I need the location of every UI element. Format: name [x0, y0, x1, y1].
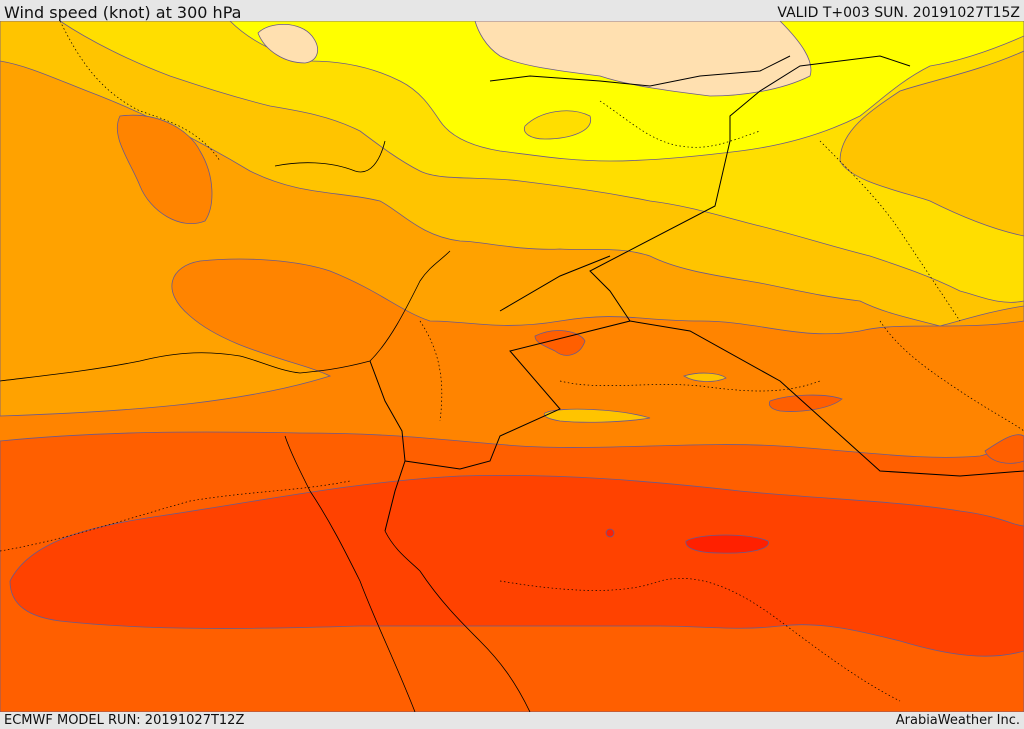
- border-line: [629, 320, 1024, 477]
- credit: ArabiaWeather Inc.: [895, 713, 1020, 728]
- band-orange-blob-west: [116, 114, 213, 224]
- coastlines: [0, 140, 531, 712]
- coastline: [274, 140, 386, 173]
- coastline: [284, 435, 416, 712]
- province-border: [419, 320, 443, 422]
- map-title: Wind speed (knot) at 300 hPa: [4, 3, 242, 22]
- band-red-dot: [605, 528, 615, 538]
- border-line: [489, 55, 791, 87]
- wind-speed-map: [0, 21, 1024, 712]
- coastline: [0, 250, 451, 382]
- map-canvas: [0, 21, 1024, 712]
- band-orange-red-patch-3: [984, 434, 1024, 464]
- band-amber-blob-2: [683, 372, 727, 382]
- coastline: [384, 530, 531, 712]
- province-border: [879, 320, 1024, 432]
- band-yellow: [229, 21, 1024, 162]
- province-border: [599, 100, 761, 148]
- border-line: [404, 55, 911, 470]
- band-gold-patch: [523, 110, 591, 140]
- valid-time: VALID T+003 SUN. 20191027T15Z: [777, 5, 1020, 21]
- band-orange-red-patch-2: [768, 394, 843, 412]
- band-orange-red-patch: [534, 330, 586, 356]
- band-red-orange: [9, 474, 1024, 657]
- province-border: [819, 140, 961, 322]
- province-border: [499, 578, 901, 702]
- province-border: [0, 480, 351, 552]
- model-run: ECMWF MODEL RUN: 20191027T12Z: [4, 713, 245, 728]
- header-bar: Wind speed (knot) at 300 hPa VALID T+003…: [0, 0, 1024, 22]
- border-line: [369, 360, 406, 532]
- band-red: [685, 534, 769, 554]
- band-peach: [474, 21, 812, 97]
- province-borders: [0, 21, 1024, 702]
- footer-bar: ECMWF MODEL RUN: 20191027T12Z ArabiaWeat…: [0, 712, 1024, 729]
- country-borders: [369, 55, 1024, 532]
- band-peach-small: [257, 23, 319, 64]
- border-line: [499, 255, 611, 312]
- province-border: [559, 380, 821, 392]
- band-amber-blob: [543, 408, 651, 423]
